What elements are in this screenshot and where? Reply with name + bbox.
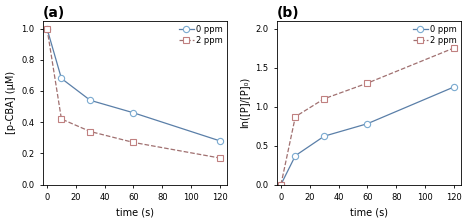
Text: (b): (b) — [277, 6, 299, 20]
2 ppm — [131, 141, 136, 144]
2 ppm — [88, 130, 93, 133]
X-axis label: time (s): time (s) — [116, 207, 154, 217]
0 ppm — [365, 122, 370, 125]
Line: 0 ppm: 0 ppm — [278, 84, 457, 188]
Line: 2 ppm: 2 ppm — [278, 45, 457, 188]
0 ppm — [44, 27, 50, 30]
0 ppm — [131, 112, 136, 114]
0 ppm — [278, 183, 284, 186]
0 ppm — [217, 140, 223, 142]
2 ppm — [365, 82, 370, 85]
2 ppm — [322, 97, 327, 100]
2 ppm — [292, 115, 298, 118]
Text: (a): (a) — [43, 6, 65, 20]
2 ppm — [278, 183, 284, 186]
0 ppm — [88, 99, 93, 102]
2 ppm — [217, 157, 223, 159]
Legend: 0 ppm, 2 ppm: 0 ppm, 2 ppm — [411, 23, 459, 46]
Legend: 0 ppm, 2 ppm: 0 ppm, 2 ppm — [177, 23, 225, 46]
Line: 2 ppm: 2 ppm — [44, 25, 223, 161]
2 ppm — [44, 27, 50, 30]
0 ppm — [58, 77, 64, 80]
2 ppm — [58, 118, 64, 120]
0 ppm — [451, 86, 457, 88]
2 ppm — [451, 47, 457, 49]
Y-axis label: [p-CBA] (μM): [p-CBA] (μM) — [6, 71, 15, 134]
0 ppm — [292, 154, 298, 157]
0 ppm — [322, 135, 327, 138]
Line: 0 ppm: 0 ppm — [44, 25, 223, 144]
X-axis label: time (s): time (s) — [350, 207, 388, 217]
Y-axis label: ln([P]/[P]₀): ln([P]/[P]₀) — [240, 77, 249, 128]
